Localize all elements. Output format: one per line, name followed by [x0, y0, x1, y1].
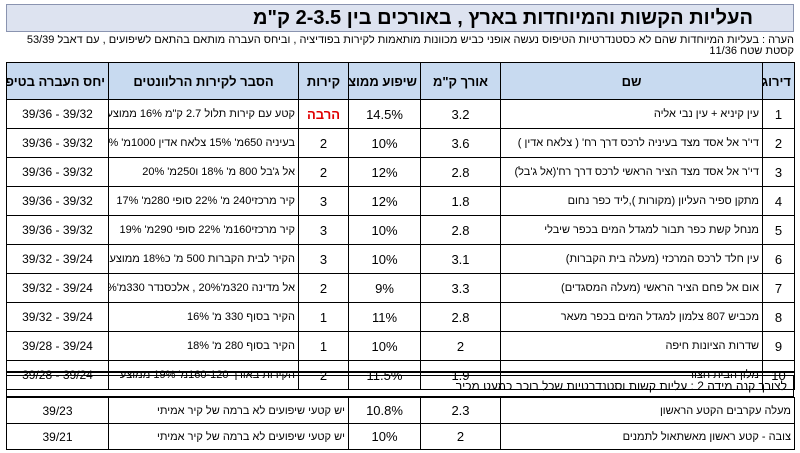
cell-length: 3.1: [420, 244, 501, 274]
cell-explanation: קטע עם קירות תלול 2.7 ק"מ 16% ממוצע: [108, 99, 299, 129]
cell-ratio: 39/32 - 39/36: [6, 128, 109, 158]
cell-explanation: קיר מרכזי240 מ' 22% סופי 280מ' 17%: [108, 186, 299, 216]
cell-name: די'ר אל אסד מצד בעיניה לרכס דרך רח' ( צל…: [500, 128, 763, 158]
cell-rank: 6: [762, 244, 795, 274]
reference-row: צובה - קטע ראשון מאשתאול לתמנים 2 10% יש קט…: [6, 423, 795, 450]
cell-walls: 2: [298, 157, 349, 187]
cell-slope: 10%: [348, 244, 421, 274]
cell-rank: 7: [762, 273, 795, 303]
cell-name: מעלה עקרבים הקטע הראשון: [500, 397, 795, 424]
section-divider: [6, 371, 794, 373]
table-row: 9 שדרות הציונות חיפה 2 10% 1 הקיר בסוף 280 מ'…: [6, 331, 795, 361]
cell-walls: 3: [298, 244, 349, 274]
cell-walls: 1: [298, 331, 349, 361]
cell-walls: 3: [298, 215, 349, 245]
cell-name: צובה - קטע ראשון מאשתאול לתמנים: [500, 423, 795, 450]
cell-ratio: 39/21: [6, 423, 109, 450]
header-row: דירוג שם אורך ק"מ שיפוע ממוצע % קירות הס…: [6, 62, 795, 100]
cell-explanation: אל ג'בל 800 מ' 18% ו250מ' 20%: [108, 157, 299, 187]
cell-walls: הרבה: [298, 99, 349, 129]
cell-slope: 9%: [348, 273, 421, 303]
cell-ratio: 39/32 - 39/36: [6, 99, 109, 129]
cell-rank: 5: [762, 215, 795, 245]
cell-ratio: 39/24 - 39/28: [6, 331, 109, 361]
cell-ratio: 39/23: [6, 397, 109, 424]
cell-length: 3.3: [420, 273, 501, 303]
cell-slope: 10.8%: [348, 397, 421, 424]
cell-walls: 2: [298, 273, 349, 303]
cell-slope: 11%: [348, 302, 421, 332]
cell-walls: 2: [298, 128, 349, 158]
cell-rank: 3: [762, 157, 795, 187]
header-ratio: יחס העברה בטיפוס: [6, 62, 109, 100]
cell-slope: 10%: [348, 128, 421, 158]
cell-ratio: 39/32 - 39/36: [6, 186, 109, 216]
cell-slope: 10%: [348, 331, 421, 361]
header-explanation: הסבר לקירות הרלוונטים: [108, 62, 299, 100]
table-row: 8 מכביש 807 צלמון למגדל המים בכפר מעאר 2.8…: [6, 302, 795, 332]
table-row: 7 אום אל פחם הציר הראשי (מעלה המסגדים) 3.3…: [6, 273, 795, 303]
cell-rank: 2: [762, 128, 795, 158]
table-row: 2 די'ר אל אסד מצד בעיניה לרכס דרך רח' ( צ…: [6, 128, 795, 158]
cell-length: 1.8: [420, 186, 501, 216]
cell-walls: 3: [298, 186, 349, 216]
cell-length: 2.3: [420, 397, 501, 424]
cell-explanation: הקיר בסוף 280 מ' 18%: [108, 331, 299, 361]
cell-length: 2: [420, 331, 501, 361]
cell-ratio: 39/24 - 39/32: [6, 273, 109, 303]
table-row: 6 עין חלד לרכס המרכזי (מעלה בית הקברות) 3.…: [6, 244, 795, 274]
table-row: 3 די'ר אל אסד מצד הציר הראשי לרכס דרך רח'…: [6, 157, 795, 187]
cell-length: 3.2: [420, 99, 501, 129]
cell-rank: 8: [762, 302, 795, 332]
cell-length: 2: [420, 423, 501, 450]
table-row: 4 מתקן ספיר העליון (מקורות ),ליד כפר נחום…: [6, 186, 795, 216]
cell-slope: 14.5%: [348, 99, 421, 129]
section2-title: לצורך קנה מידה 2 : עליות קשות וסטנדרטיות…: [6, 375, 794, 397]
cell-name: מנחל קשת כפר תבור למגדל המים בכפר שיבלי: [500, 215, 763, 245]
cell-slope: 10%: [348, 215, 421, 245]
cell-length: 2.8: [420, 302, 501, 332]
header-name: שם: [500, 62, 763, 100]
cell-explanation: בעיניה 650מ' 15% צלאח אדין 1000מ' 18%: [108, 128, 299, 158]
note-text: הערה : בעליות המיוחדות שהם לא כסטנדרטיות…: [26, 35, 794, 57]
header-length: אורך ק"מ: [420, 62, 501, 100]
cell-length: 3.6: [420, 128, 501, 158]
cell-name: מתקן ספיר העליון (מקורות ),ליד כפר נחום: [500, 186, 763, 216]
cell-explanation: אל מדינה 320מ'20% , אלכסנדר 330מ'16%: [108, 273, 299, 303]
table-row: 5 מנחל קשת כפר תבור למגדל המים בכפר שיבלי…: [6, 215, 795, 245]
cell-walls: 1: [298, 302, 349, 332]
cell-slope: 12%: [348, 157, 421, 187]
cell-name: מכביש 807 צלמון למגדל המים בכפר מעאר: [500, 302, 763, 332]
cell-name: די'ר אל אסד מצד הציר הראשי לרכס דרך רח'(…: [500, 157, 763, 187]
cell-ratio: 39/24 - 39/32: [6, 244, 109, 274]
reference-table: מעלה עקרבים הקטע הראשון 2.3 10.8% יש קטעי ש…: [6, 397, 795, 450]
header-rank: דירוג: [762, 62, 795, 100]
cell-ratio: 39/32 - 39/36: [6, 157, 109, 187]
cell-explanation: יש קטעי שיפועים לא ברמה של קיר אמיתי: [108, 397, 349, 424]
table-row: 1 עין קיניא + עין נבי אליה 3.2 14.5% הרבה קטע…: [6, 99, 795, 129]
cell-rank: 9: [762, 331, 795, 361]
cell-explanation: הקיר בסוף 330 מ' 16%: [108, 302, 299, 332]
cell-rank: 1: [762, 99, 795, 129]
cell-slope: 10%: [348, 423, 421, 450]
header-walls: קירות: [298, 62, 349, 100]
cell-rank: 4: [762, 186, 795, 216]
cell-explanation: הקיר לבית הקברות 500 מ' כ18% ממוצע: [108, 244, 299, 274]
cell-ratio: 39/24 - 39/32: [6, 302, 109, 332]
cell-length: 2.8: [420, 215, 501, 245]
cell-name: עין קיניא + עין נבי אליה: [500, 99, 763, 129]
header-slope: שיפוע ממוצע %: [348, 62, 421, 100]
cell-explanation: קיר מרכזי160מ' 22% סופי 290מ' 19%: [108, 215, 299, 245]
page-title: העליות הקשות והמיוחדות בארץ , באורכים בי…: [6, 4, 794, 32]
reference-row: מעלה עקרבים הקטע הראשון 2.3 10.8% יש קטעי ש…: [6, 397, 795, 424]
cell-name: אום אל פחם הציר הראשי (מעלה המסגדים): [500, 273, 763, 303]
cell-ratio: 39/32 - 39/36: [6, 215, 109, 245]
climbs-table: דירוג שם אורך ק"מ שיפוע ממוצע % קירות הס…: [6, 62, 795, 390]
cell-explanation: יש קטעי שיפועים לא ברמה של קיר אמיתי: [108, 423, 349, 450]
cell-slope: 12%: [348, 186, 421, 216]
cell-name: שדרות הציונות חיפה: [500, 331, 763, 361]
cell-name: עין חלד לרכס המרכזי (מעלה בית הקברות): [500, 244, 763, 274]
cell-length: 2.8: [420, 157, 501, 187]
